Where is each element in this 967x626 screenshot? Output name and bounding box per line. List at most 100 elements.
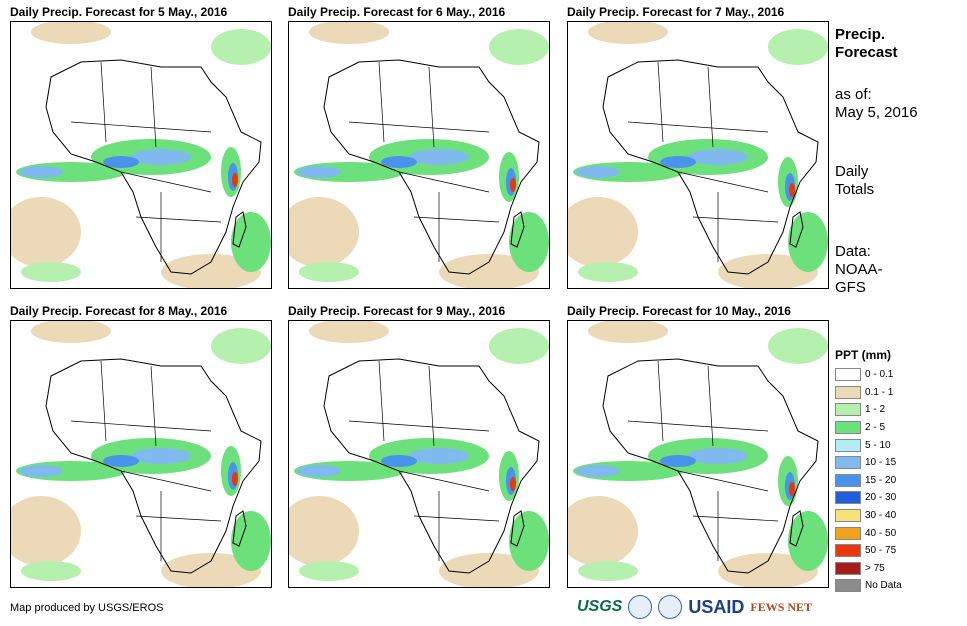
precip-area: [19, 166, 63, 178]
precip-area: [161, 254, 261, 288]
precip-area: [718, 553, 818, 587]
precip-area: [131, 448, 191, 464]
precip-area: [688, 448, 748, 464]
precip-area: [381, 455, 417, 467]
africa-outline: [602, 358, 819, 574]
madagascar-outline: [789, 211, 804, 248]
africa-outline: [45, 358, 262, 574]
legend-item: 0.1 - 1: [835, 384, 902, 402]
legend-label: 5 - 10: [865, 439, 891, 451]
precip-area: [21, 262, 81, 282]
side-heading: Precip. Forecast: [835, 26, 898, 62]
side-asof-line2: May 5, 2016: [835, 104, 918, 121]
africa-outline: [602, 59, 819, 275]
legend-swatch: [835, 561, 861, 575]
country-border: [120, 171, 212, 193]
precip-area: [578, 561, 638, 581]
legend-swatch: [835, 456, 861, 470]
africa-outline: [45, 59, 262, 275]
legend-swatch: [835, 438, 861, 452]
country-border: [150, 66, 157, 148]
precip-area: [31, 22, 111, 44]
precip-area: [103, 455, 139, 467]
precip-area: [576, 465, 620, 477]
country-border: [707, 365, 714, 447]
panel-title: Daily Precip. Forecast for 9 May., 2016: [288, 304, 506, 318]
precip-area: [11, 496, 81, 566]
country-border: [398, 171, 490, 193]
legend-title: PPT (mm): [835, 348, 892, 362]
precip-area: [297, 465, 341, 477]
precip-area: [660, 156, 696, 168]
legend-item: 15 - 20: [835, 472, 902, 490]
legend: PPT (mm) 0 - 0.1 0.1 - 1 1 - 2 2 - 5 5 - 10 1…: [835, 348, 902, 595]
precip-area: [381, 156, 417, 168]
precip-map: [10, 320, 272, 588]
precip-area: [299, 561, 359, 581]
usaid-logo: USAID: [688, 596, 745, 617]
precip-area: [161, 553, 261, 587]
country-border: [398, 470, 490, 492]
country-border: [70, 420, 212, 432]
precip-area: [103, 156, 139, 168]
precip-map: [10, 21, 272, 289]
precip-area: [509, 212, 549, 272]
legend-label: 1 - 2: [865, 404, 886, 416]
legend-swatch: [835, 579, 861, 593]
precip-area: [19, 465, 63, 477]
country-border: [100, 360, 107, 442]
legend-item: No Data: [835, 577, 902, 595]
precip-area: [509, 511, 549, 571]
precip-area: [788, 212, 828, 272]
precip-area: [11, 197, 81, 267]
legend-item: 20 - 30: [835, 489, 902, 507]
madagascar-outline: [510, 211, 525, 248]
legend-label: 40 - 50: [865, 527, 897, 539]
country-border: [677, 470, 769, 492]
precip-area: [768, 328, 828, 364]
precip-area: [568, 496, 638, 566]
precip-area: [588, 22, 668, 44]
panel-title: Daily Precip. Forecast for 7 May., 2016: [567, 5, 785, 19]
country-border: [627, 121, 769, 133]
precip-area: [588, 321, 668, 343]
legend-item: 5 - 10: [835, 436, 902, 454]
country-border: [378, 61, 385, 143]
precip-area: [299, 262, 359, 282]
madagascar-outline: [232, 211, 247, 248]
country-border: [70, 121, 212, 133]
map-canvas: [568, 321, 828, 587]
side-data-line2: NOAA-: [835, 261, 883, 278]
madagascar-outline: [232, 510, 247, 547]
precip-area: [688, 149, 748, 165]
legend-label: 0 - 0.1: [865, 369, 894, 381]
map-canvas: [11, 22, 271, 288]
side-heading-line2: Forecast: [835, 44, 898, 61]
panel-title: Daily Precip. Forecast for 5 May., 2016: [10, 5, 228, 19]
precip-area: [660, 455, 696, 467]
country-border: [428, 365, 435, 447]
side-totals-line2: Totals: [835, 181, 875, 198]
precip-area: [409, 149, 469, 165]
legend-swatch: [835, 385, 861, 399]
country-border: [150, 365, 157, 447]
madagascar-outline: [789, 510, 804, 547]
legend-label: 20 - 30: [865, 492, 897, 504]
legend-item: 50 - 75: [835, 542, 902, 560]
legend-item: 10 - 15: [835, 454, 902, 472]
side-data-line1: Data:: [835, 243, 871, 260]
precip-area: [309, 22, 389, 44]
precip-area: [718, 254, 818, 288]
legend-item: 1 - 2: [835, 401, 902, 419]
precip-area: [510, 178, 516, 192]
precip-area: [789, 183, 795, 197]
precip-map: [288, 21, 550, 289]
map-canvas: [289, 321, 549, 587]
precip-area: [232, 173, 238, 187]
country-border: [627, 420, 769, 432]
legend-items: 0 - 0.1 0.1 - 1 1 - 2 2 - 5 5 - 10 10 - 15 15 …: [835, 366, 902, 595]
legend-item: 0 - 0.1: [835, 366, 902, 384]
legend-label: 50 - 75: [865, 545, 897, 557]
panel-title: Daily Precip. Forecast for 6 May., 2016: [288, 5, 506, 19]
legend-label: 0.1 - 1: [865, 386, 894, 398]
